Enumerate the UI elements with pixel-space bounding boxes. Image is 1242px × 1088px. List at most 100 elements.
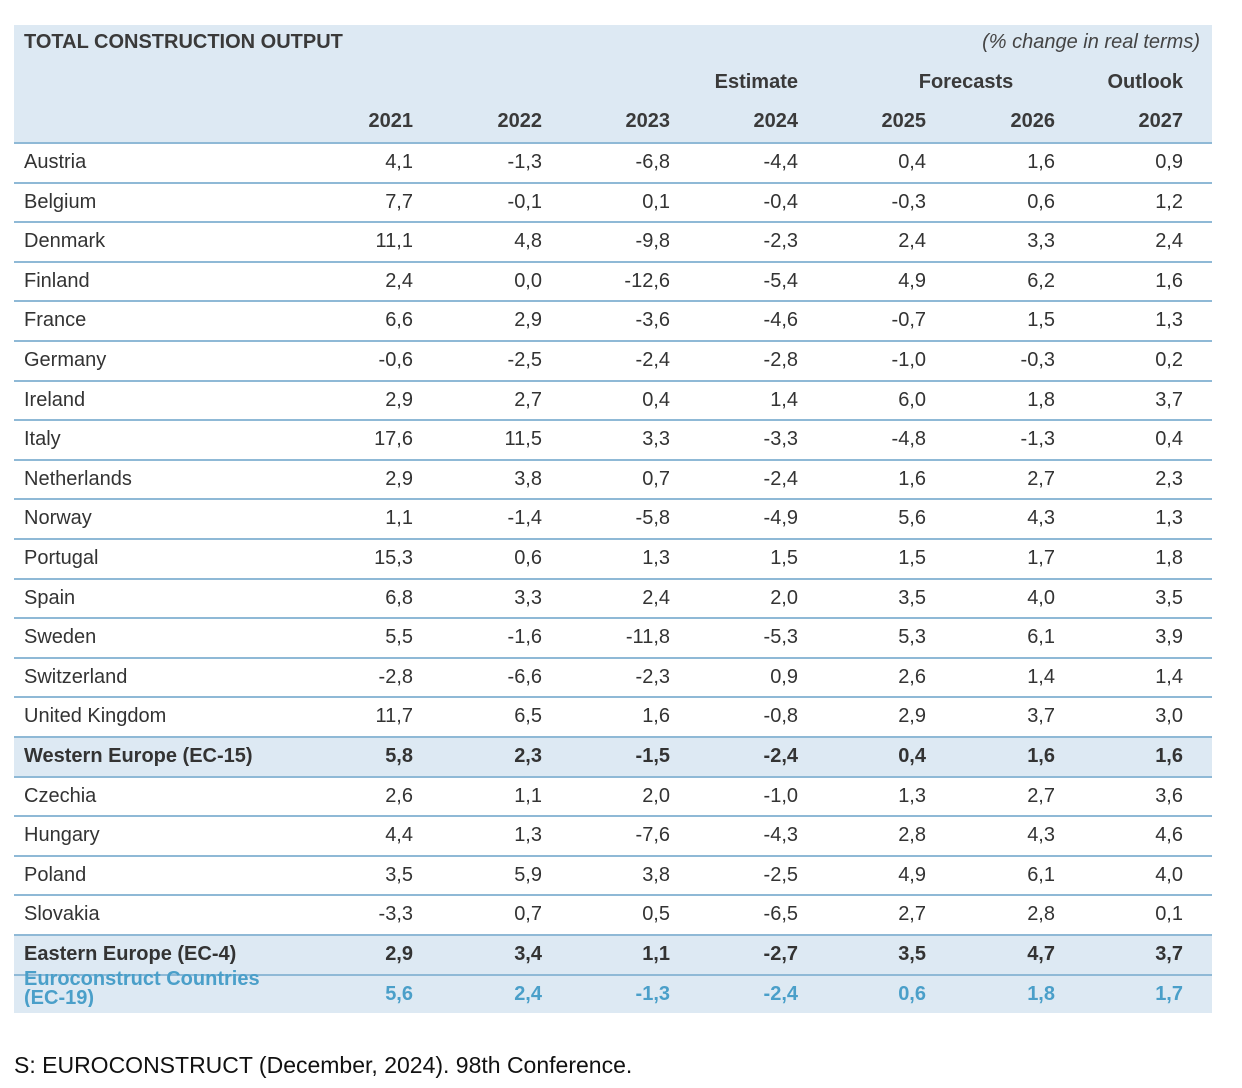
cell-value: 6,1 [1027,626,1055,649]
row-label: Switzerland [24,665,128,688]
cell-value: 3,3 [1027,230,1055,253]
table-row: Czechia 2,6 1,1 2,0 -1,0 1,3 2,7 3,6 [14,775,1212,816]
cell-value: 3,7 [1155,943,1183,965]
table-row: Netherlands 2,9 3,8 0,7 -2,4 1,6 2,7 2,3 [14,458,1212,499]
cell-value: -3,6 [635,309,670,332]
cell-value: -11,8 [625,626,670,649]
cell-value: -1,6 [507,626,542,649]
cell-value: -0,6 [378,349,413,371]
cell-value: -1,3 [635,982,670,1005]
cell-value: 2,6 [898,665,926,688]
row-label: Portugal [24,547,99,569]
cell-value: -3,3 [378,903,413,926]
cell-value: 4,9 [898,269,926,292]
cell-value: 0,5 [642,903,670,926]
column-header: 2023 [625,110,671,132]
group-header: Outlook [1107,71,1183,93]
cell-value: -5,3 [763,626,798,649]
cell-value: 5,8 [385,745,413,767]
cell-value: -2,3 [763,230,798,253]
table-row: Belgium 7,7 -0,1 0,1 -0,4 -0,3 0,6 1,2 [14,181,1212,222]
cell-value: 3,5 [1155,586,1183,609]
cell-value: 5,6 [898,507,926,530]
row-label: Ireland [24,388,86,411]
cell-value: 2,7 [514,388,542,411]
row-label: Slovakia [24,903,100,926]
cell-value: 6,8 [385,586,413,609]
cell-value: 2,4 [1155,230,1183,253]
cell-value: -0,4 [763,190,798,213]
table-row: United Kingdom 11,7 6,5 1,6 -0,8 2,9 3,7 3,0 [14,696,1212,736]
cell-value: -1,3 [1020,428,1055,451]
cell-value: 3,4 [514,943,542,965]
cell-value: 1,7 [1027,547,1055,569]
cell-value: -4,4 [763,151,798,173]
cell-value: 6,6 [385,309,413,332]
cell-value: -12,6 [624,269,670,292]
row-label: Austria [24,151,87,173]
cell-value: -6,6 [507,665,542,688]
cell-value: 3,5 [898,586,926,609]
cell-value: 2,3 [1155,467,1183,490]
cell-value: 2,6 [385,784,413,807]
group-header: Forecasts [918,71,1014,93]
cell-value: 0,4 [898,151,926,173]
cell-value: 1,6 [1027,151,1055,173]
cell-value: 5,9 [514,863,542,886]
cell-value: 2,9 [385,467,413,490]
cell-value: 4,9 [898,863,926,886]
table-row: Slovakia -3,3 0,7 0,5 -6,5 2,7 2,8 0,1 [14,894,1212,934]
cell-value: 0,0 [514,269,542,292]
cell-value: 3,7 [1155,388,1183,411]
cell-value: -2,4 [763,982,798,1005]
cell-value: -1,5 [635,745,670,767]
cell-value: -1,0 [891,349,926,371]
cell-value: -2,5 [763,863,798,886]
cell-value: 3,6 [1155,784,1183,807]
cell-value: 1,7 [1155,982,1183,1005]
cell-value: 2,0 [642,784,670,807]
column-header: 2022 [497,110,543,132]
cell-value: 5,3 [898,626,926,649]
row-label: Belgium [24,190,97,213]
cell-value: -4,3 [763,824,798,847]
row-label: Germany [24,349,107,371]
table-row: Italy 17,6 11,5 3,3 -3,3 -4,8 -1,3 0,4 [14,419,1212,459]
table-row: Finland 2,4 0,0 -12,6 -5,4 4,9 6,2 1,6 [14,260,1212,301]
cell-value: 2,4 [385,269,413,292]
row-label: Poland [24,863,87,886]
cell-value: 3,8 [514,467,542,490]
cell-value: 1,5 [898,547,926,569]
cell-value: 0,6 [898,982,926,1005]
cell-value: 1,8 [1155,547,1183,569]
cell-value: -0,8 [763,705,798,728]
cell-value: 2,0 [770,586,798,609]
table-note: (% change in real terms) [982,31,1200,53]
cell-value: 1,6 [1155,745,1183,767]
cell-value: 3,0 [1155,705,1183,728]
cell-value: 3,7 [1027,705,1055,728]
table-row: Austria 4,1 -1,3 -6,8 -4,4 0,4 1,6 0,9 [14,142,1212,182]
cell-value: 2,7 [1027,467,1055,490]
cell-value: -2,8 [378,665,413,688]
cell-value: -2,4 [763,745,798,767]
cell-value: 0,9 [1155,151,1183,173]
cell-value: 7,7 [385,190,413,213]
cell-value: -2,8 [763,349,798,371]
row-label: Finland [24,269,90,292]
cell-value: 4,1 [385,151,413,173]
cell-value: 4,4 [385,824,413,847]
column-header: 2024 [753,110,799,132]
row-label: Western Europe (EC-15) [24,745,253,767]
cell-value: 2,9 [898,705,926,728]
cell-value: 1,4 [1027,665,1055,688]
row-label: Euroconstruct Countries (EC-19) [24,969,260,1007]
cell-value: 0,4 [1155,428,1183,451]
cell-value: -2,5 [507,349,542,371]
table-title: TOTAL CONSTRUCTION OUTPUT [24,31,343,53]
cell-value: 1,4 [770,388,798,411]
table-row: Western Europe (EC-15) 5,8 2,3 -1,5 -2,4 0,4 1… [14,736,1212,776]
cell-value: 0,1 [1155,903,1183,926]
cell-value: 1,5 [770,547,798,569]
table-row: Switzerland -2,8 -6,6 -2,3 0,9 2,6 1,4 1,4 [14,656,1212,697]
